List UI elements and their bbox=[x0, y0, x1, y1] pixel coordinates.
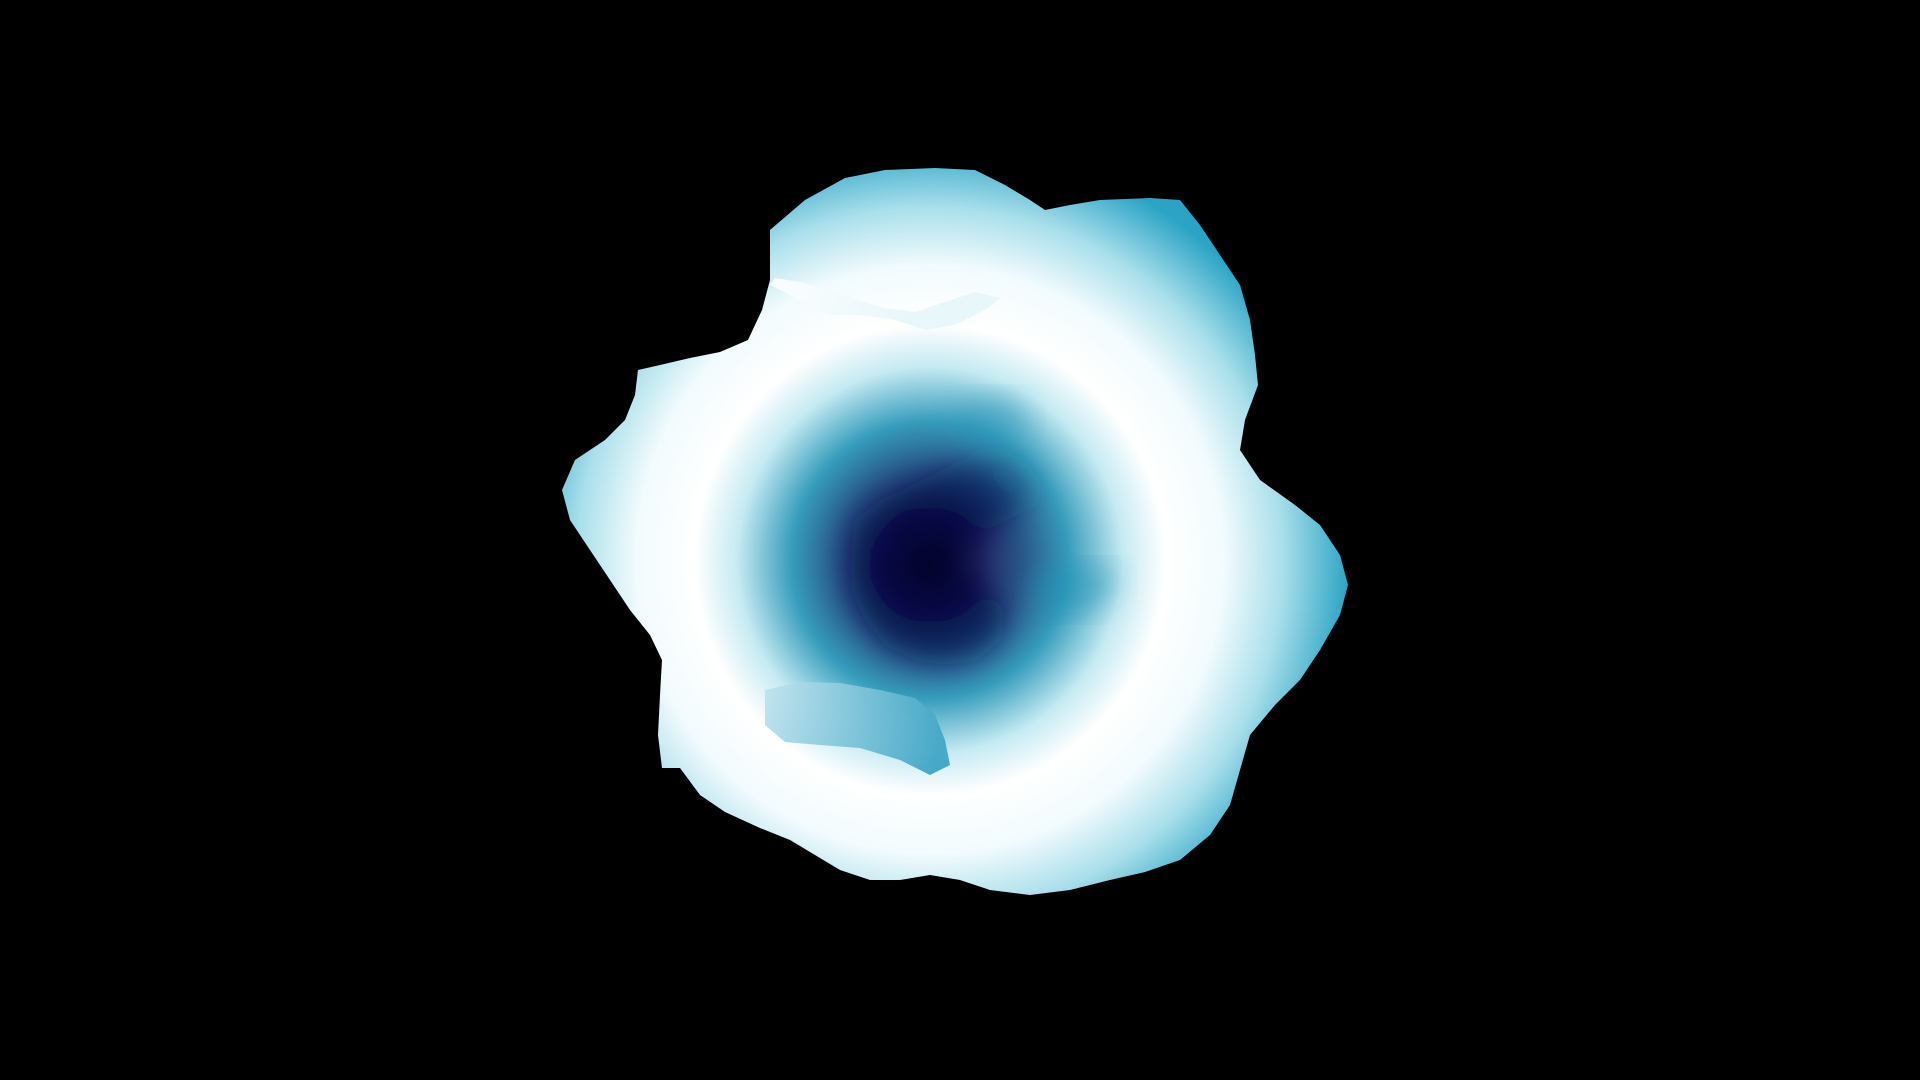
swirl-right bbox=[1030, 565, 1120, 615]
blob-flap-upper bbox=[770, 278, 1000, 330]
blob-dark-core bbox=[848, 455, 1035, 665]
swirl-top bbox=[950, 395, 1030, 450]
